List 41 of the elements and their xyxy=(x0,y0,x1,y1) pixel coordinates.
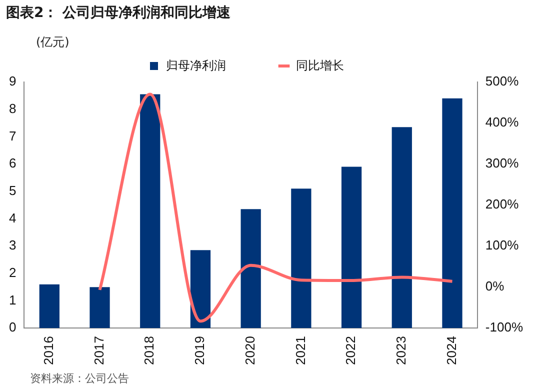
y-tick-label: 5 xyxy=(8,182,16,198)
x-tick-label: 2021 xyxy=(292,336,308,365)
x-tick-label: 2016 xyxy=(40,336,56,365)
x-tick-label: 2019 xyxy=(192,336,208,365)
y-tick-label: 8 xyxy=(8,100,16,116)
chart-title: 图表2： 公司归母净利润和同比增速 xyxy=(6,4,231,22)
bar xyxy=(140,94,160,328)
text: 资料来源：公司公告 xyxy=(30,371,129,386)
x-tick-label: 2023 xyxy=(393,336,408,365)
y-tick-label: 3 xyxy=(8,238,16,253)
y-tick-label: 7 xyxy=(8,128,16,144)
bar xyxy=(90,287,110,328)
bar xyxy=(291,188,312,328)
y-tick-label: 0 xyxy=(8,320,16,335)
y2-tick-label: 0% xyxy=(485,278,505,294)
bar xyxy=(240,209,261,328)
bar xyxy=(190,250,211,328)
y-tick-label: 4 xyxy=(8,210,16,226)
y-tick-label: 9 xyxy=(8,74,16,89)
y-tick-label: 6 xyxy=(8,156,16,171)
text: (亿元) xyxy=(36,34,70,51)
y2-tick-label: 200% xyxy=(485,196,520,212)
bar xyxy=(392,127,412,328)
y-tick-label: 2 xyxy=(8,264,16,280)
x-tick-label: 2022 xyxy=(343,336,358,365)
x-tick-label: 2024 xyxy=(444,336,459,365)
bar xyxy=(442,98,462,328)
y2-tick-label: 100% xyxy=(485,238,520,253)
x-tick-label: 2017 xyxy=(91,336,106,365)
y-tick-label: 1 xyxy=(8,292,16,308)
y2-tick-label: 500% xyxy=(485,74,520,89)
x-tick-label: 2018 xyxy=(142,336,157,365)
y2-tick-label: 400% xyxy=(485,114,520,130)
y2-tick-label: -100% xyxy=(485,320,524,335)
bar xyxy=(341,166,362,328)
line-series xyxy=(98,92,454,323)
x-tick-label: 2020 xyxy=(242,336,258,365)
y2-tick-label: 300% xyxy=(485,156,520,171)
legend-label: 归母净利润 xyxy=(166,58,266,72)
legend-label: 同比增长 xyxy=(296,58,384,72)
bar xyxy=(39,284,60,328)
